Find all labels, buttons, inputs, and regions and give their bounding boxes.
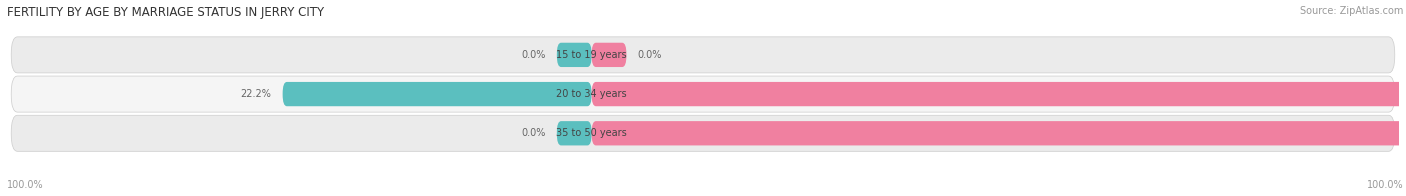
Text: 100.0%: 100.0% (1367, 180, 1403, 190)
Text: 0.0%: 0.0% (522, 128, 546, 138)
Text: Source: ZipAtlas.com: Source: ZipAtlas.com (1299, 6, 1403, 16)
FancyBboxPatch shape (283, 82, 592, 106)
FancyBboxPatch shape (557, 43, 592, 67)
Text: FERTILITY BY AGE BY MARRIAGE STATUS IN JERRY CITY: FERTILITY BY AGE BY MARRIAGE STATUS IN J… (7, 6, 325, 19)
FancyBboxPatch shape (592, 121, 1406, 145)
Text: 22.2%: 22.2% (240, 89, 271, 99)
FancyBboxPatch shape (11, 115, 1395, 151)
Text: 0.0%: 0.0% (522, 50, 546, 60)
FancyBboxPatch shape (557, 121, 592, 145)
FancyBboxPatch shape (11, 37, 1395, 73)
Text: 35 to 50 years: 35 to 50 years (557, 128, 627, 138)
FancyBboxPatch shape (592, 82, 1406, 106)
FancyBboxPatch shape (592, 43, 627, 67)
FancyBboxPatch shape (11, 76, 1395, 112)
Text: 15 to 19 years: 15 to 19 years (557, 50, 627, 60)
Text: 100.0%: 100.0% (7, 180, 44, 190)
Text: 20 to 34 years: 20 to 34 years (557, 89, 627, 99)
Text: 0.0%: 0.0% (637, 50, 662, 60)
Legend: Married, Unmarried: Married, Unmarried (621, 193, 785, 196)
